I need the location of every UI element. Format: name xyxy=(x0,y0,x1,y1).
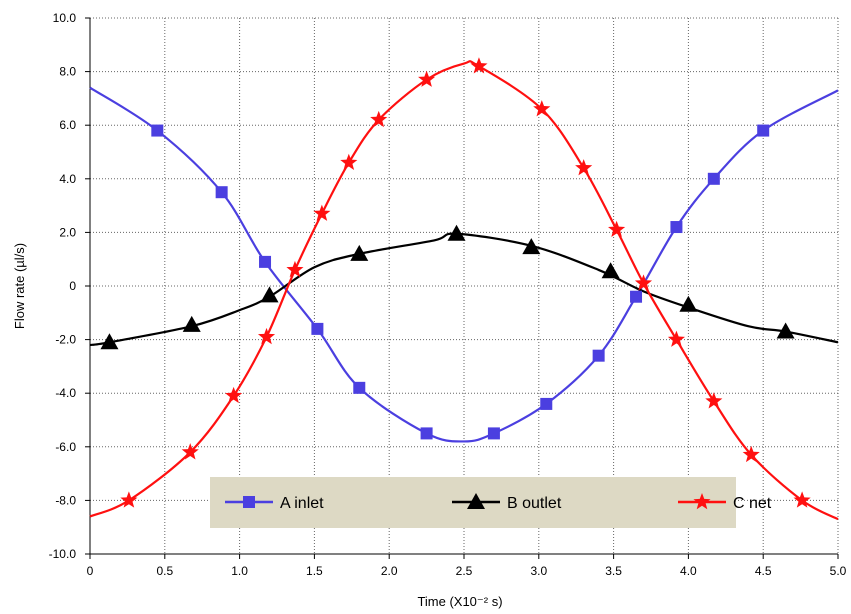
data-point-square xyxy=(420,427,433,440)
x-tick-label: 2.5 xyxy=(456,564,473,578)
x-tick-label: 3.5 xyxy=(605,564,622,578)
data-point-star xyxy=(225,386,243,404)
series-lines xyxy=(89,60,839,521)
data-point-star xyxy=(533,100,551,117)
x-tick-label: 5.0 xyxy=(830,564,847,578)
y-axis-title: Flow rate (µl/s) xyxy=(12,243,27,329)
data-point-star xyxy=(257,327,276,345)
data-point-star xyxy=(742,445,760,463)
data-point-square xyxy=(592,349,605,362)
data-point-triangle xyxy=(776,322,795,339)
data-point-star xyxy=(340,153,358,170)
legend-marker-triangle xyxy=(467,493,485,509)
data-point-star xyxy=(313,204,331,221)
legend-label-star: C net xyxy=(733,495,772,512)
x-tick-label: 1.5 xyxy=(306,564,323,578)
data-point-square xyxy=(259,255,272,268)
data-point-star xyxy=(634,274,653,291)
data-point-star xyxy=(608,220,626,237)
data-point-triangle xyxy=(679,295,698,312)
legend: A inlet B outlet C net xyxy=(210,477,772,528)
y-tick-label: 4.0 xyxy=(59,172,76,186)
legend-label-triangle: B outlet xyxy=(507,495,562,512)
data-point-triangle xyxy=(447,224,466,241)
data-point-triangle xyxy=(260,286,279,303)
legend-marker-star xyxy=(693,493,711,510)
data-point-star xyxy=(470,57,488,74)
data-point-square xyxy=(311,322,324,335)
data-point-star xyxy=(705,392,723,409)
data-point-square xyxy=(670,221,683,234)
x-tick-labels: 0 0.5 1.0 1.5 2.0 2.5 3.0 3.5 4.0 4.5 5.0 xyxy=(87,564,847,578)
data-point-star xyxy=(120,491,138,508)
data-point-star xyxy=(667,330,685,347)
y-tick-label: -8.0 xyxy=(55,493,76,507)
grid xyxy=(85,17,839,559)
y-tick-label: 2.0 xyxy=(59,225,76,239)
data-point-triangle xyxy=(182,315,201,332)
data-point-triangle xyxy=(350,244,369,261)
data-point-square xyxy=(630,290,643,303)
series-line-square xyxy=(89,86,839,443)
x-tick-label: 0.5 xyxy=(156,564,173,578)
axes xyxy=(89,18,838,555)
data-point-star xyxy=(370,110,388,128)
data-point-square xyxy=(215,186,228,199)
data-point-star xyxy=(181,443,199,460)
data-point-square xyxy=(757,124,770,137)
data-point-triangle xyxy=(601,262,620,279)
x-tick-label: 1.0 xyxy=(231,564,248,578)
legend-marker-square xyxy=(243,496,255,508)
x-tick-label: 3.0 xyxy=(530,564,547,578)
x-tick-label: 0 xyxy=(87,564,94,578)
data-point-square xyxy=(151,124,164,137)
y-tick-label: 8.0 xyxy=(59,65,76,79)
data-point-triangle xyxy=(100,333,119,350)
y-tick-label: 6.0 xyxy=(59,118,76,132)
series-line-star xyxy=(89,60,839,521)
data-point-star xyxy=(575,159,593,176)
legend-label-square: A inlet xyxy=(280,495,324,512)
data-point-square xyxy=(353,381,366,394)
data-point-square xyxy=(540,397,553,410)
y-tick-label: -2.0 xyxy=(55,333,76,347)
y-tick-label: -6.0 xyxy=(55,440,76,454)
data-point-triangle xyxy=(522,238,541,255)
x-tick-label: 2.0 xyxy=(381,564,398,578)
x-tick-label: 4.0 xyxy=(680,564,697,578)
data-point-square xyxy=(707,172,720,185)
y-tick-label: -4.0 xyxy=(55,386,76,400)
y-tick-labels: 10.0 8.0 6.0 4.0 2.0 0 -2.0 -4.0 -6.0 -8.0 -10.0 xyxy=(49,11,77,561)
y-tick-label: -10.0 xyxy=(49,547,77,561)
data-point-star xyxy=(286,260,304,278)
x-axis-title: Time (X10⁻² s) xyxy=(417,594,502,609)
series-markers xyxy=(100,57,811,508)
y-tick-label: 0 xyxy=(69,279,76,293)
x-tick-label: 4.5 xyxy=(755,564,772,578)
series-line-triangle xyxy=(89,232,839,347)
data-point-star xyxy=(418,70,436,87)
y-tick-label: 10.0 xyxy=(53,11,77,25)
data-point-square xyxy=(487,427,500,440)
data-point-star xyxy=(793,491,811,508)
